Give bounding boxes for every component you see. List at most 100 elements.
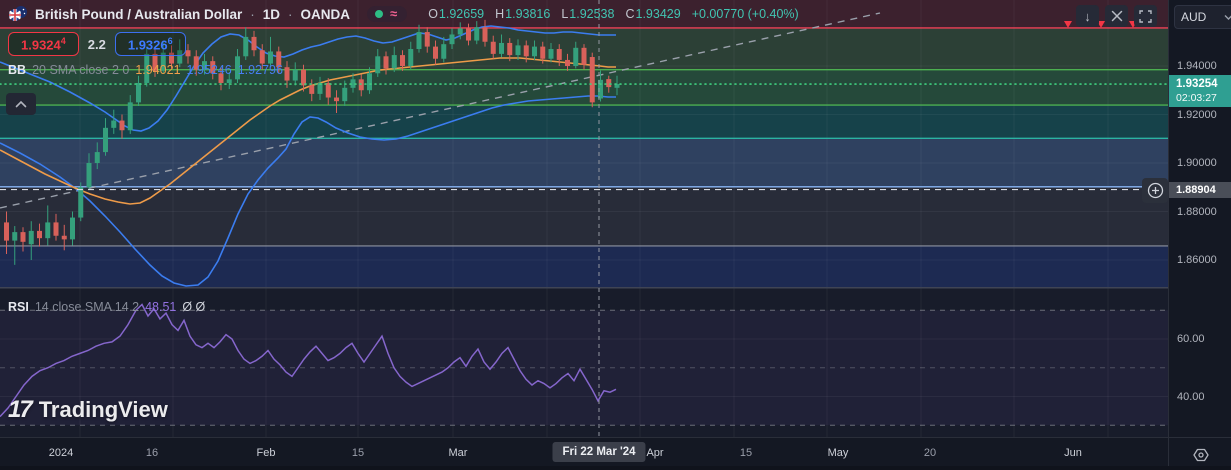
candle-body [325,82,331,98]
candle-body [127,102,133,131]
time-scale[interactable]: 2024 16 Feb 15 Mar Apr 15 May 20 Jun Fri 22 Mar '… [0,437,1168,470]
ohlc-values: O1.92659 H1.93816 L1.92538 C1.93429 +0.0… [428,7,799,21]
candle-body [218,73,224,83]
market-open-dot-icon [375,10,384,18]
tradingview-watermark: 17 TradingView [8,396,168,424]
candle-body [37,230,42,239]
scroll-down-button[interactable]: ↓ [1076,5,1099,27]
candle-body [548,49,554,59]
candle-body [292,69,298,81]
price-axis-label: 40.00 [1177,390,1205,403]
market-status-pill[interactable]: ≈ [367,6,408,22]
candle-body [408,49,414,66]
candle-body [540,46,546,59]
buy-button[interactable]: 1.93266 [114,32,186,57]
candle-body [581,47,587,65]
bb-lower-line [0,95,616,287]
symbol-title[interactable]: British Pound / Australian Dollar [35,6,243,22]
change-value: +0.00770 (+0.40%) [691,7,799,21]
candle-body [177,50,183,64]
candle-body [70,217,75,240]
price-scale[interactable]: AUD 1.94000 1.92000 1.90000 1.88000 1.86000 6… [1168,0,1231,437]
candle-body [391,55,397,69]
high-key: H [495,7,505,21]
chart-plot-area[interactable] [0,0,1168,437]
pane-divider[interactable] [0,287,1168,289]
line-alert-mark-icon[interactable] [1097,21,1105,28]
candle-body [152,53,158,71]
line-alert-mark-icon[interactable] [1064,21,1072,28]
bb-lower-value: 1.92796 [237,63,283,77]
candle-body [12,232,18,241]
price-zone[interactable] [0,0,1168,28]
exchange-label[interactable]: OANDA [300,6,351,22]
currency-label: AUD [1181,10,1207,24]
arrow-down-icon: ↓ [1084,8,1091,24]
symbol-legend-row: British Pound / Australian Dollar · 1D ·… [8,6,799,22]
price-axis-label: 1.86000 [1177,254,1217,266]
candle-body [507,42,513,56]
tradingview-brand-text: TradingView [38,397,168,422]
time-axis-label: 20 [923,447,937,459]
candle-body [28,230,34,245]
candle-body [259,50,265,64]
currency-dropdown[interactable]: AUD [1174,5,1231,29]
price-zone[interactable] [0,105,1168,139]
candle-body [210,61,216,74]
chevron-down-icon [1224,15,1231,20]
candle-body [334,97,339,102]
price-zone[interactable] [0,245,1168,287]
title-separator2: · [288,6,293,22]
candle-body [136,82,141,103]
ideas-wave-icon: ≈ [390,6,398,21]
chart-canvas[interactable] [0,0,1168,437]
add-alert-button[interactable] [1142,177,1168,203]
legend-collapse-button[interactable] [6,93,36,115]
candle-body [169,52,174,64]
rsi-line [0,303,617,418]
time-axis-label: Mar [448,447,468,459]
price-zone[interactable] [0,186,1168,246]
candle-body [598,79,603,99]
rsi-band-fill [0,310,1168,426]
low-key: L [561,7,569,21]
high-value: 1.93816 [505,7,551,21]
candle-body [523,45,529,57]
time-axis-label: 15 [739,447,753,459]
candle-body [383,56,389,69]
chevron-up-icon [15,100,27,108]
candle-body [243,36,249,57]
candle-body [342,87,348,102]
drawn-level-price-label: 1.88904 [1169,181,1231,198]
candle-body [20,232,26,242]
collapse-pane-button[interactable] [1105,5,1128,27]
price-zone[interactable] [0,138,1168,187]
rsi-pane-bg[interactable] [0,287,1168,437]
candle-body [482,27,488,42]
collapse-icon [1111,10,1122,22]
candle-body [226,79,232,83]
sell-button[interactable]: 1.93244 [8,32,79,57]
candle-body [490,41,496,54]
bid-ask-row: 1.93244 2.2 1.93266 [8,32,186,57]
fullscreen-button[interactable] [1134,5,1157,27]
open-value: 1.92659 [438,7,485,21]
candle-body [424,32,430,47]
candle-body [606,79,612,88]
candle-body [367,73,372,91]
candle-body [119,120,125,131]
interval-button[interactable]: 1D [262,6,281,22]
time-axis-label: 2024 [48,447,74,459]
candle-body [309,85,315,94]
bb-indicator-legend[interactable]: BB 20 SMA close 2 0 1.94021 1.95246 1.92… [8,63,283,77]
candle-body [61,235,67,240]
rsi-indicator-legend[interactable]: RSI 14 close SMA 14 2 48.51 Ø Ø [8,300,205,314]
price-zone[interactable] [0,69,1168,106]
candle-body [433,46,438,59]
candle-body [4,222,9,241]
candle-body [202,61,207,70]
candle-body [375,56,381,74]
scale-settings-corner[interactable] [1168,437,1231,470]
candle-body [573,47,579,66]
